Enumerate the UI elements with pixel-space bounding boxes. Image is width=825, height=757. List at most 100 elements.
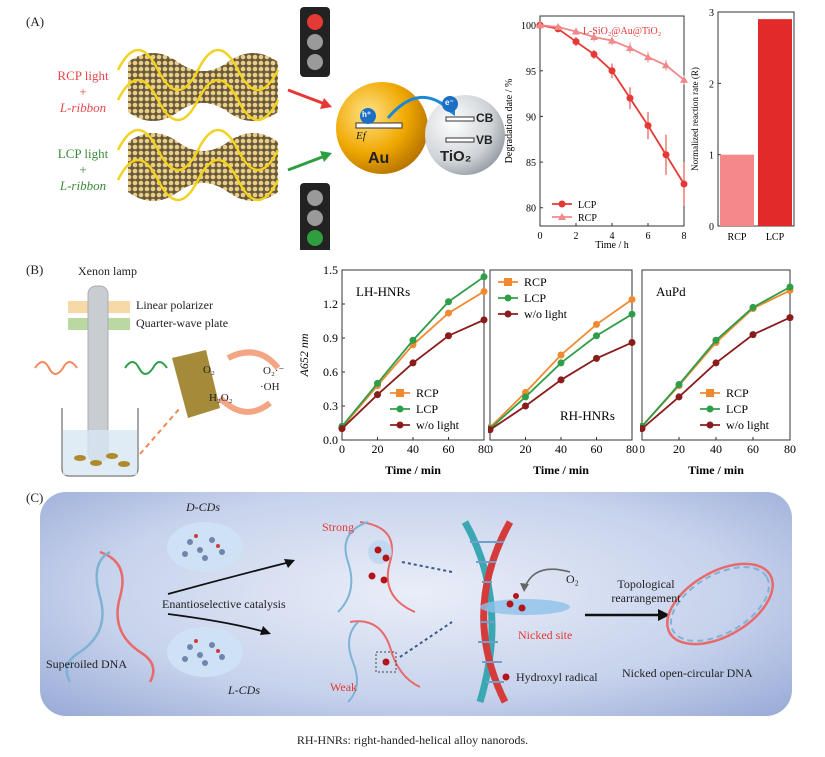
d-cds-cluster-icon xyxy=(167,522,243,572)
data-point xyxy=(628,310,636,318)
x-tick-label: 20 xyxy=(372,442,384,456)
x-tick-label: RCP xyxy=(728,232,747,243)
y-tick-label: 3 xyxy=(709,8,714,19)
panel-b-setup: (B) Xenon lamp Linear polarizer Quarter-… xyxy=(0,258,300,483)
data-point xyxy=(712,359,720,367)
data-point xyxy=(557,376,565,384)
data-point xyxy=(593,332,600,340)
cb-level xyxy=(445,116,475,122)
panel-a-illustration xyxy=(116,7,505,250)
data-point xyxy=(590,50,598,58)
legend-marker xyxy=(558,213,566,220)
data-point xyxy=(409,359,417,367)
rcp-condition-line3: L-ribbon xyxy=(59,100,107,115)
data-point xyxy=(593,354,600,362)
lcp-spiral-icon xyxy=(124,361,168,375)
data-point xyxy=(480,288,488,296)
y-tick-label: 90 xyxy=(526,112,536,123)
data-point xyxy=(445,332,452,340)
y-tick-label: 1 xyxy=(709,151,714,162)
supercoiled-dna-icon xyxy=(65,550,155,683)
data-point xyxy=(608,36,616,44)
y-axis-label: A652 nm xyxy=(298,333,311,377)
legend-marker xyxy=(504,294,512,302)
tio2-label: TiO₂ xyxy=(440,148,472,165)
data-point xyxy=(488,426,494,434)
data-point xyxy=(522,393,529,401)
series-line-lcp xyxy=(539,24,685,185)
x-tick-label: 80 xyxy=(478,442,488,456)
superoxide-label: O₂·⁻ xyxy=(263,365,285,377)
legend-label: w/o light xyxy=(524,307,568,321)
series-line-wolight xyxy=(641,316,791,430)
data-point xyxy=(338,425,346,433)
enantio-arrow-up xyxy=(167,561,291,595)
data-point xyxy=(374,391,381,399)
electron-badge xyxy=(442,96,458,112)
ef-label: Ef xyxy=(356,130,366,142)
data-point xyxy=(662,61,670,69)
data-point xyxy=(557,359,565,367)
y-axis-label: Normalized reaction rate (R) xyxy=(690,67,700,171)
data-point xyxy=(590,33,598,40)
o2-c-label: O₂ xyxy=(566,572,579,586)
o2-arrow xyxy=(524,568,571,588)
legend-marker xyxy=(706,405,714,413)
x-axis-label: Time / min xyxy=(533,463,589,477)
waveplate-label: Quarter-wave plate xyxy=(136,316,229,330)
data-point xyxy=(608,67,616,75)
hydroxyl-radical-label: Hydroxyl radical xyxy=(516,670,598,684)
enantio-label: Enantioselective catalysis xyxy=(162,597,286,611)
data-point xyxy=(680,180,688,188)
data-point xyxy=(644,53,652,61)
y-tick-label: 85 xyxy=(526,158,536,169)
x-tick-label: 80 xyxy=(784,442,796,456)
cycle-arrow-icon xyxy=(226,349,281,370)
rcp-ribbon xyxy=(116,48,280,122)
data-point xyxy=(626,43,634,51)
x-tick-label: 6 xyxy=(646,231,651,242)
lcp-arrow xyxy=(287,151,332,172)
legend-marker xyxy=(706,421,714,429)
lcp-ribbon xyxy=(116,128,280,202)
x-tick-label: 80 xyxy=(626,442,638,456)
panel-c-illustration xyxy=(65,520,774,704)
y-tick-label: 0 xyxy=(709,222,714,233)
x-tick-label: 40 xyxy=(710,442,722,456)
data-point xyxy=(662,151,670,159)
data-point xyxy=(680,75,688,83)
rcp-condition-line1: RCP light xyxy=(57,68,109,83)
series-line-lcp xyxy=(341,276,485,427)
legend-label: w/o light xyxy=(726,418,770,432)
l-cds-cluster-icon xyxy=(167,627,243,677)
beaker-icon xyxy=(61,408,139,477)
rcp-spiral-icon xyxy=(34,361,78,375)
au-label: Au xyxy=(368,150,390,167)
data-point xyxy=(445,298,452,306)
rcp-condition-line2: + xyxy=(79,84,87,99)
plot-frame xyxy=(717,11,795,227)
strong-label: Strong xyxy=(322,520,355,534)
data-point xyxy=(593,320,600,328)
open-circular-dna-icon xyxy=(666,562,774,646)
vb-label: VB xyxy=(476,133,493,147)
x-tick-label: 40 xyxy=(407,442,419,456)
x-tick-label: 0 xyxy=(339,442,345,456)
data-point xyxy=(480,316,488,324)
xenon-lamp-label: Xenon lamp xyxy=(78,264,137,278)
legend-marker xyxy=(396,421,404,429)
legend-label: RCP xyxy=(578,213,597,224)
legend-label: RCP xyxy=(416,386,439,400)
legend-marker xyxy=(706,389,714,397)
series-line-rcp xyxy=(641,289,791,428)
d-cds-label: D-CDs xyxy=(186,500,220,515)
lcp-condition-line2: + xyxy=(79,162,87,177)
data-point xyxy=(572,38,580,46)
lcp-condition-label: LCP light + L-ribbon xyxy=(38,146,128,194)
l-cds-label: L-CDs xyxy=(228,683,260,698)
legend-label: RCP xyxy=(726,386,749,400)
x-tick-label: 40 xyxy=(555,442,567,456)
degradation-chart: 0 2 4 6 8 80 85 90 95 100 Time / h Degradation date… xyxy=(504,15,688,250)
x-tick-label: 60 xyxy=(747,442,759,456)
x-axis-label: Time / min xyxy=(385,463,441,477)
